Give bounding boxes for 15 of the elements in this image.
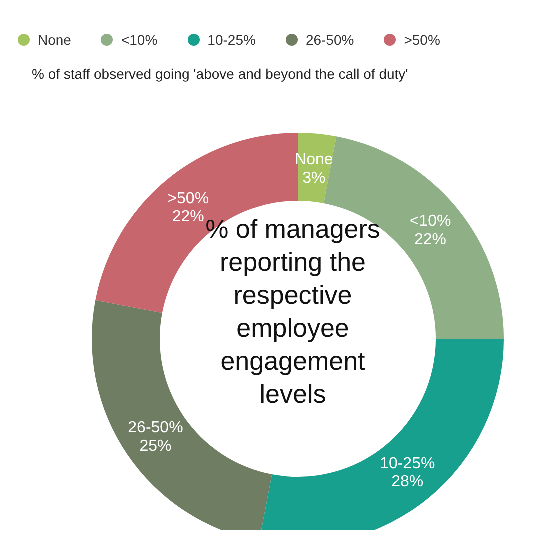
legend-label: <10% [120, 32, 158, 48]
slice-label: >50% [168, 190, 210, 208]
legend-label: >50% [403, 32, 440, 48]
slice-label: <10% [410, 213, 452, 230]
data-label: 22% [414, 232, 447, 249]
text: % of staff observed going 'above and beyond the call of duty' [32, 66, 408, 82]
slice-label: 10-25% [380, 455, 436, 472]
data-label: 22% [172, 208, 204, 226]
legend-label: 10-25% [206, 32, 256, 48]
data-label: 25% [140, 438, 172, 455]
slice-label: 26-50% [128, 419, 184, 436]
data-label: 3% [302, 170, 326, 187]
data-label: 28% [392, 474, 424, 491]
legend-label: 26-50% [304, 32, 354, 48]
legend-label: None [37, 32, 72, 48]
